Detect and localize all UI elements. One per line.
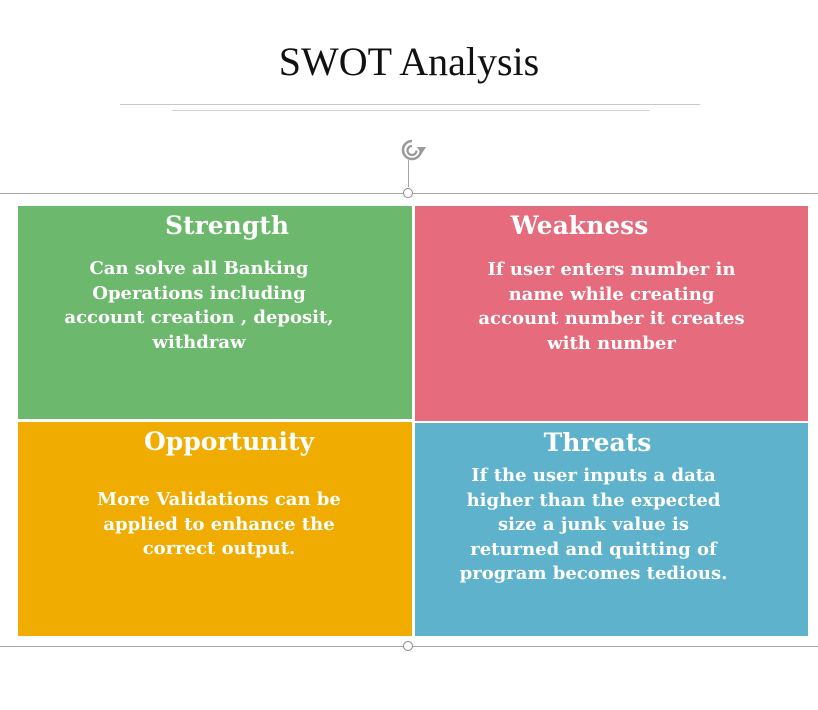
strength-title: Strength (164, 211, 290, 240)
selection-handle-top[interactable] (403, 188, 413, 198)
strength-quadrant[interactable]: Strength Can solve all Banking Operation… (18, 206, 412, 419)
title-underline-secondary (172, 110, 650, 111)
threats-text: If the user inputs a data higher than th… (459, 465, 728, 584)
strength-text: Can solve all Banking Operations includi… (64, 258, 334, 353)
opportunity-text: More Validations can be applied to enhan… (97, 489, 341, 559)
page-title: SWOT Analysis (278, 39, 540, 84)
weakness-quadrant[interactable]: Weakness If user enters number in name w… (415, 206, 808, 421)
threats-quadrant[interactable]: Threats If the user inputs a data higher… (415, 423, 808, 636)
threats-title: Threats (543, 428, 652, 457)
selection-handle-bottom[interactable] (403, 641, 413, 651)
rotate-icon[interactable] (396, 137, 428, 165)
weakness-text: If user enters number in name while crea… (478, 259, 745, 354)
rotate-handle-stem (408, 160, 409, 187)
weakness-title: Weakness (510, 211, 649, 240)
title-underline (120, 104, 700, 105)
opportunity-quadrant[interactable]: Opportunity More Validations can be appl… (18, 422, 412, 636)
opportunity-title: Opportunity (143, 427, 315, 456)
